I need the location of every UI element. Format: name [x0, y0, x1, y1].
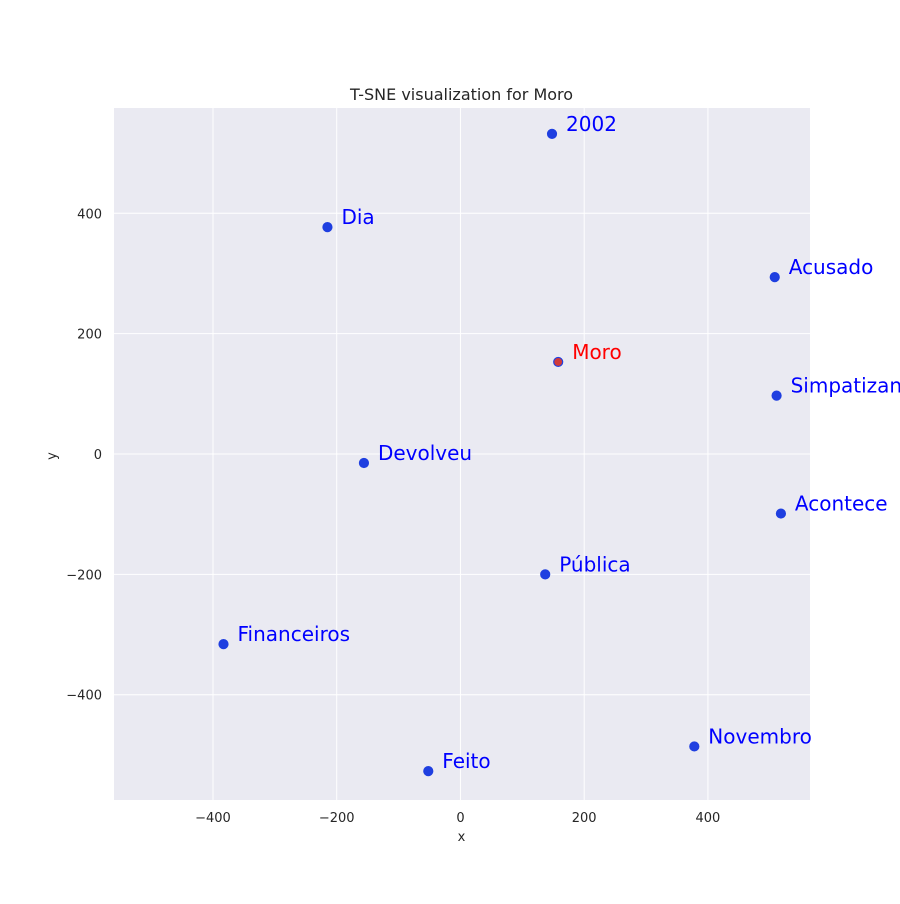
point-labels: 2002 Dia Acusado Moro Simpatizantes Devolveu A…: [238, 112, 900, 773]
x-tick-label: 400: [696, 811, 721, 826]
data-point: [358, 457, 370, 469]
point-label: Acusado: [789, 255, 874, 279]
data-point: [771, 390, 782, 401]
point-label: 2002: [566, 112, 617, 136]
x-tick-label: −400: [195, 811, 231, 826]
y-tick-label: −200: [66, 568, 102, 583]
data-point: [322, 222, 333, 233]
data-points: [218, 128, 787, 777]
y-axis-label: y: [45, 452, 60, 460]
point-label: Novembro: [708, 724, 812, 748]
y-tick-label: 400: [77, 207, 102, 222]
y-tick-label: −400: [66, 689, 102, 704]
x-axis-ticks: −400 −200 0 200 400: [195, 811, 720, 826]
x-tick-label: 0: [456, 811, 464, 826]
data-point: [540, 569, 551, 580]
data-point: [689, 741, 700, 752]
x-axis-label: x: [458, 830, 466, 845]
data-point: [769, 271, 780, 283]
point-label: Moro: [572, 340, 622, 364]
point-label: Financeiros: [238, 622, 351, 646]
data-point: [218, 639, 229, 650]
x-tick-label: −200: [319, 811, 355, 826]
point-label: Feito: [442, 749, 490, 773]
point-label: Dia: [341, 205, 374, 229]
data-point: [775, 508, 787, 519]
data-point: [546, 128, 558, 139]
data-point: [423, 766, 434, 777]
point-label: Devolveu: [378, 441, 472, 465]
point-label: Pública: [559, 552, 630, 576]
x-tick-label: 200: [572, 811, 597, 826]
point-label: Acontece: [795, 492, 888, 516]
y-axis-ticks: −400 −200 0 200 400: [66, 207, 102, 703]
y-tick-label: 200: [77, 328, 102, 343]
grid-lines: [114, 108, 810, 800]
chart-title: T-SNE visualization for Moro: [349, 85, 573, 104]
point-label: Simpatizantes: [791, 374, 900, 398]
y-tick-label: 0: [94, 448, 102, 463]
data-point: [553, 356, 564, 368]
